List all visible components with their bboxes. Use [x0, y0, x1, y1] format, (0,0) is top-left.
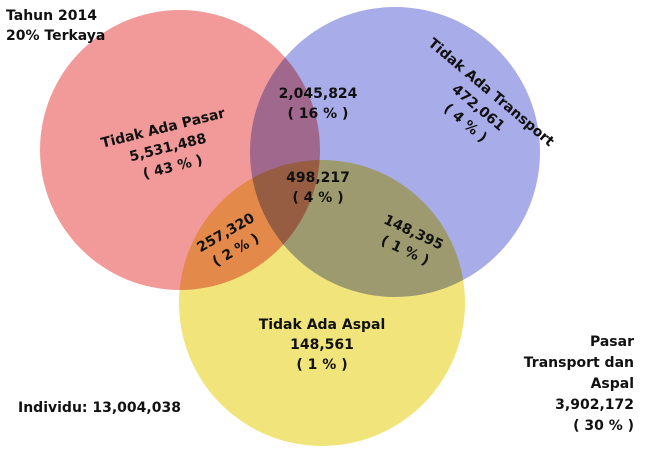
percent: ( 1 % )	[296, 357, 347, 373]
percent: ( 4 % )	[292, 190, 343, 206]
label: Tidak Ada Aspal	[259, 317, 386, 333]
count: 2,045,824	[279, 86, 358, 102]
count: 498,217	[286, 170, 350, 186]
region-pasar-transport: 2,045,824 ( 16 % )	[279, 86, 358, 122]
region-aspal: Tidak Ada Aspal 148,561 ( 1 % )	[259, 317, 386, 373]
percent: ( 16 % )	[288, 106, 349, 122]
outside-line: Pasar	[590, 334, 634, 350]
outside-percent: ( 30 % )	[573, 418, 634, 434]
outside-line: Aspal	[591, 376, 634, 392]
region-all: 498,217 ( 4 % )	[286, 170, 350, 206]
outside-line: Transport dan	[524, 355, 634, 371]
circles	[40, 7, 540, 446]
group: 20% Terkaya	[6, 28, 105, 44]
count: 148,561	[290, 337, 354, 353]
circle-aspal	[179, 160, 465, 446]
outside-count: 3,902,172	[555, 397, 634, 413]
total: Individu: 13,004,038	[18, 400, 181, 416]
year: Tahun 2014	[6, 8, 97, 24]
outside: Pasar Transport dan Aspal 3,902,172 ( 30…	[524, 334, 634, 434]
